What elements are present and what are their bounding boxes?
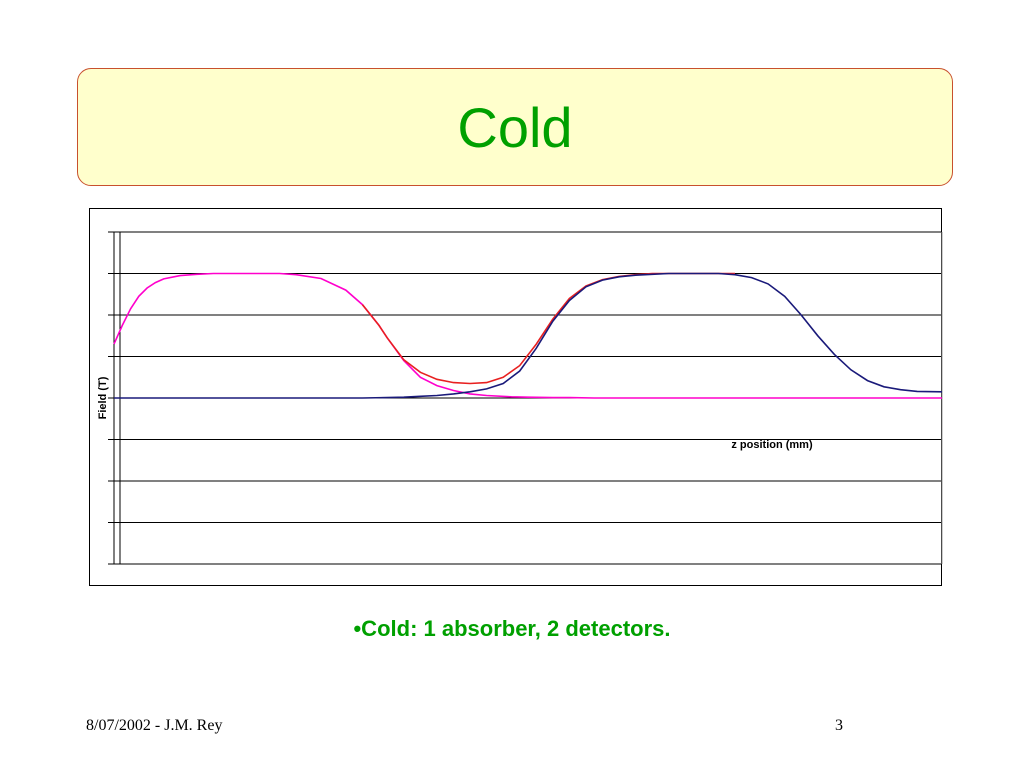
series-line-3 <box>114 272 943 399</box>
y-axis-label: Field (T) <box>97 376 109 419</box>
field-profile-chart: z position (mm) Field (T) <box>97 231 943 565</box>
slide-title: Cold <box>457 95 573 159</box>
chart-frame: z position (mm) Field (T) <box>89 208 943 586</box>
bullet-text: •Cold: 1 absorber, 2 detectors. <box>353 616 671 641</box>
page-number: 3 <box>835 717 843 734</box>
title-box: Cold <box>77 68 953 186</box>
x-axis-label: z position (mm) <box>731 439 813 451</box>
footer-date-author: 8/07/2002 - J.M. Rey <box>86 717 223 734</box>
